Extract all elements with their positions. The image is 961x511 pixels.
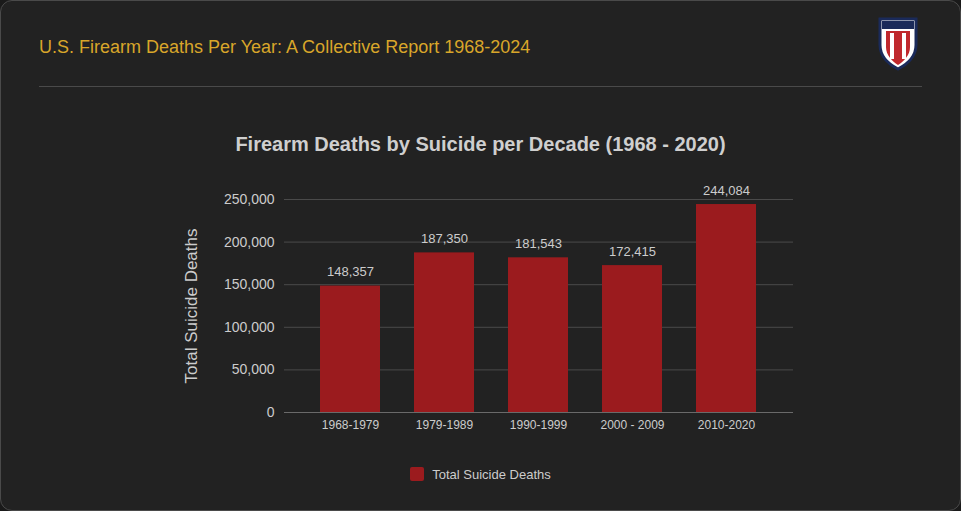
svg-text:1979-1989: 1979-1989 (416, 418, 474, 432)
svg-text:150,000: 150,000 (224, 276, 275, 292)
svg-text:148,357: 148,357 (327, 264, 374, 279)
svg-text:250,000: 250,000 (224, 191, 275, 207)
svg-text:200,000: 200,000 (224, 234, 275, 250)
svg-text:2010-2020: 2010-2020 (698, 418, 756, 432)
html-text:Total Suicide Deaths: Total Suicide Deaths (432, 467, 551, 482)
svg-text:Total Suicide Deaths: Total Suicide Deaths (182, 229, 201, 384)
svg-text:50,000: 50,000 (232, 361, 275, 377)
svg-text:244,084: 244,084 (703, 183, 750, 198)
svg-text:0: 0 (267, 404, 275, 420)
svg-text:187,350: 187,350 (421, 231, 468, 246)
html-text:U.S. Firearm Deaths Per Year:: U.S. Firearm Deaths Per Year: A Collecti… (39, 37, 531, 57)
html-text:Firearm Deaths by Suicide per: Firearm Deaths by Suicide per Decade (19… (235, 133, 726, 155)
svg-text:1990-1999: 1990-1999 (510, 418, 568, 432)
svg-text:1968-1979: 1968-1979 (322, 418, 380, 432)
svg-text:2000 - 2009: 2000 - 2009 (600, 418, 664, 432)
svg-text:100,000: 100,000 (224, 319, 275, 335)
svg-text:181,543: 181,543 (515, 236, 562, 251)
svg-text:172,415: 172,415 (609, 244, 656, 259)
